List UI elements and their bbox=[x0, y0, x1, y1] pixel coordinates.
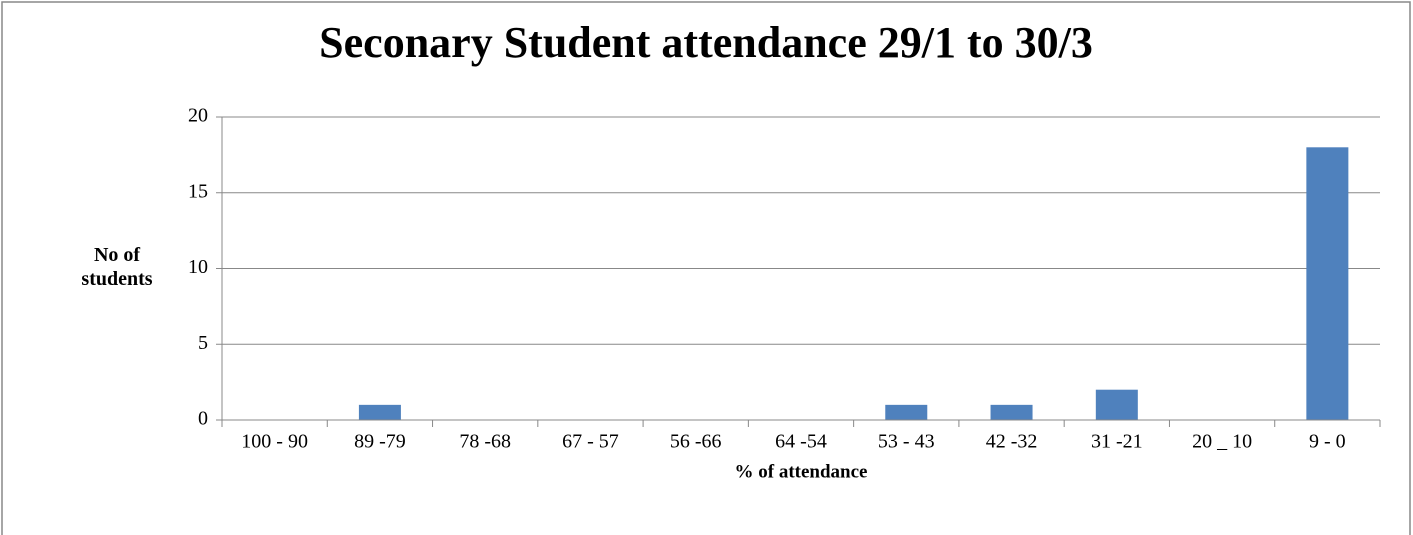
y-tick-label: 20 bbox=[188, 105, 208, 127]
bar bbox=[1306, 147, 1349, 421]
y-tick-label: 15 bbox=[188, 180, 208, 202]
x-tick-label: 42 -32 bbox=[986, 431, 1038, 453]
x-tick-label: 78 -68 bbox=[459, 431, 511, 453]
bar bbox=[885, 404, 928, 420]
bar bbox=[1095, 389, 1138, 420]
x-tick-label: 20 _ 10 bbox=[1192, 431, 1252, 453]
x-tick-label: 56 -66 bbox=[670, 431, 722, 453]
x-tick-label: 64 -54 bbox=[775, 431, 827, 453]
y-tick-label: 5 bbox=[198, 332, 208, 354]
x-tick-label: 67 - 57 bbox=[562, 431, 619, 453]
x-tick-label: 89 -79 bbox=[354, 431, 406, 453]
y-tick-label: 0 bbox=[198, 408, 208, 430]
x-tick-label: 53 - 43 bbox=[878, 431, 935, 453]
x-tick-label: 31 -21 bbox=[1091, 431, 1143, 453]
bar bbox=[990, 404, 1033, 420]
x-tick-label: 100 - 90 bbox=[241, 431, 308, 453]
x-tick-label: 9 - 0 bbox=[1309, 431, 1346, 453]
x-axis-label: % of attendance bbox=[735, 461, 868, 482]
chart-title: Seconary Student attendance 29/1 to 30/3 bbox=[319, 18, 1093, 67]
y-axis-label: No of students bbox=[81, 244, 153, 290]
bar bbox=[358, 404, 401, 420]
y-tick-label: 10 bbox=[188, 256, 208, 278]
